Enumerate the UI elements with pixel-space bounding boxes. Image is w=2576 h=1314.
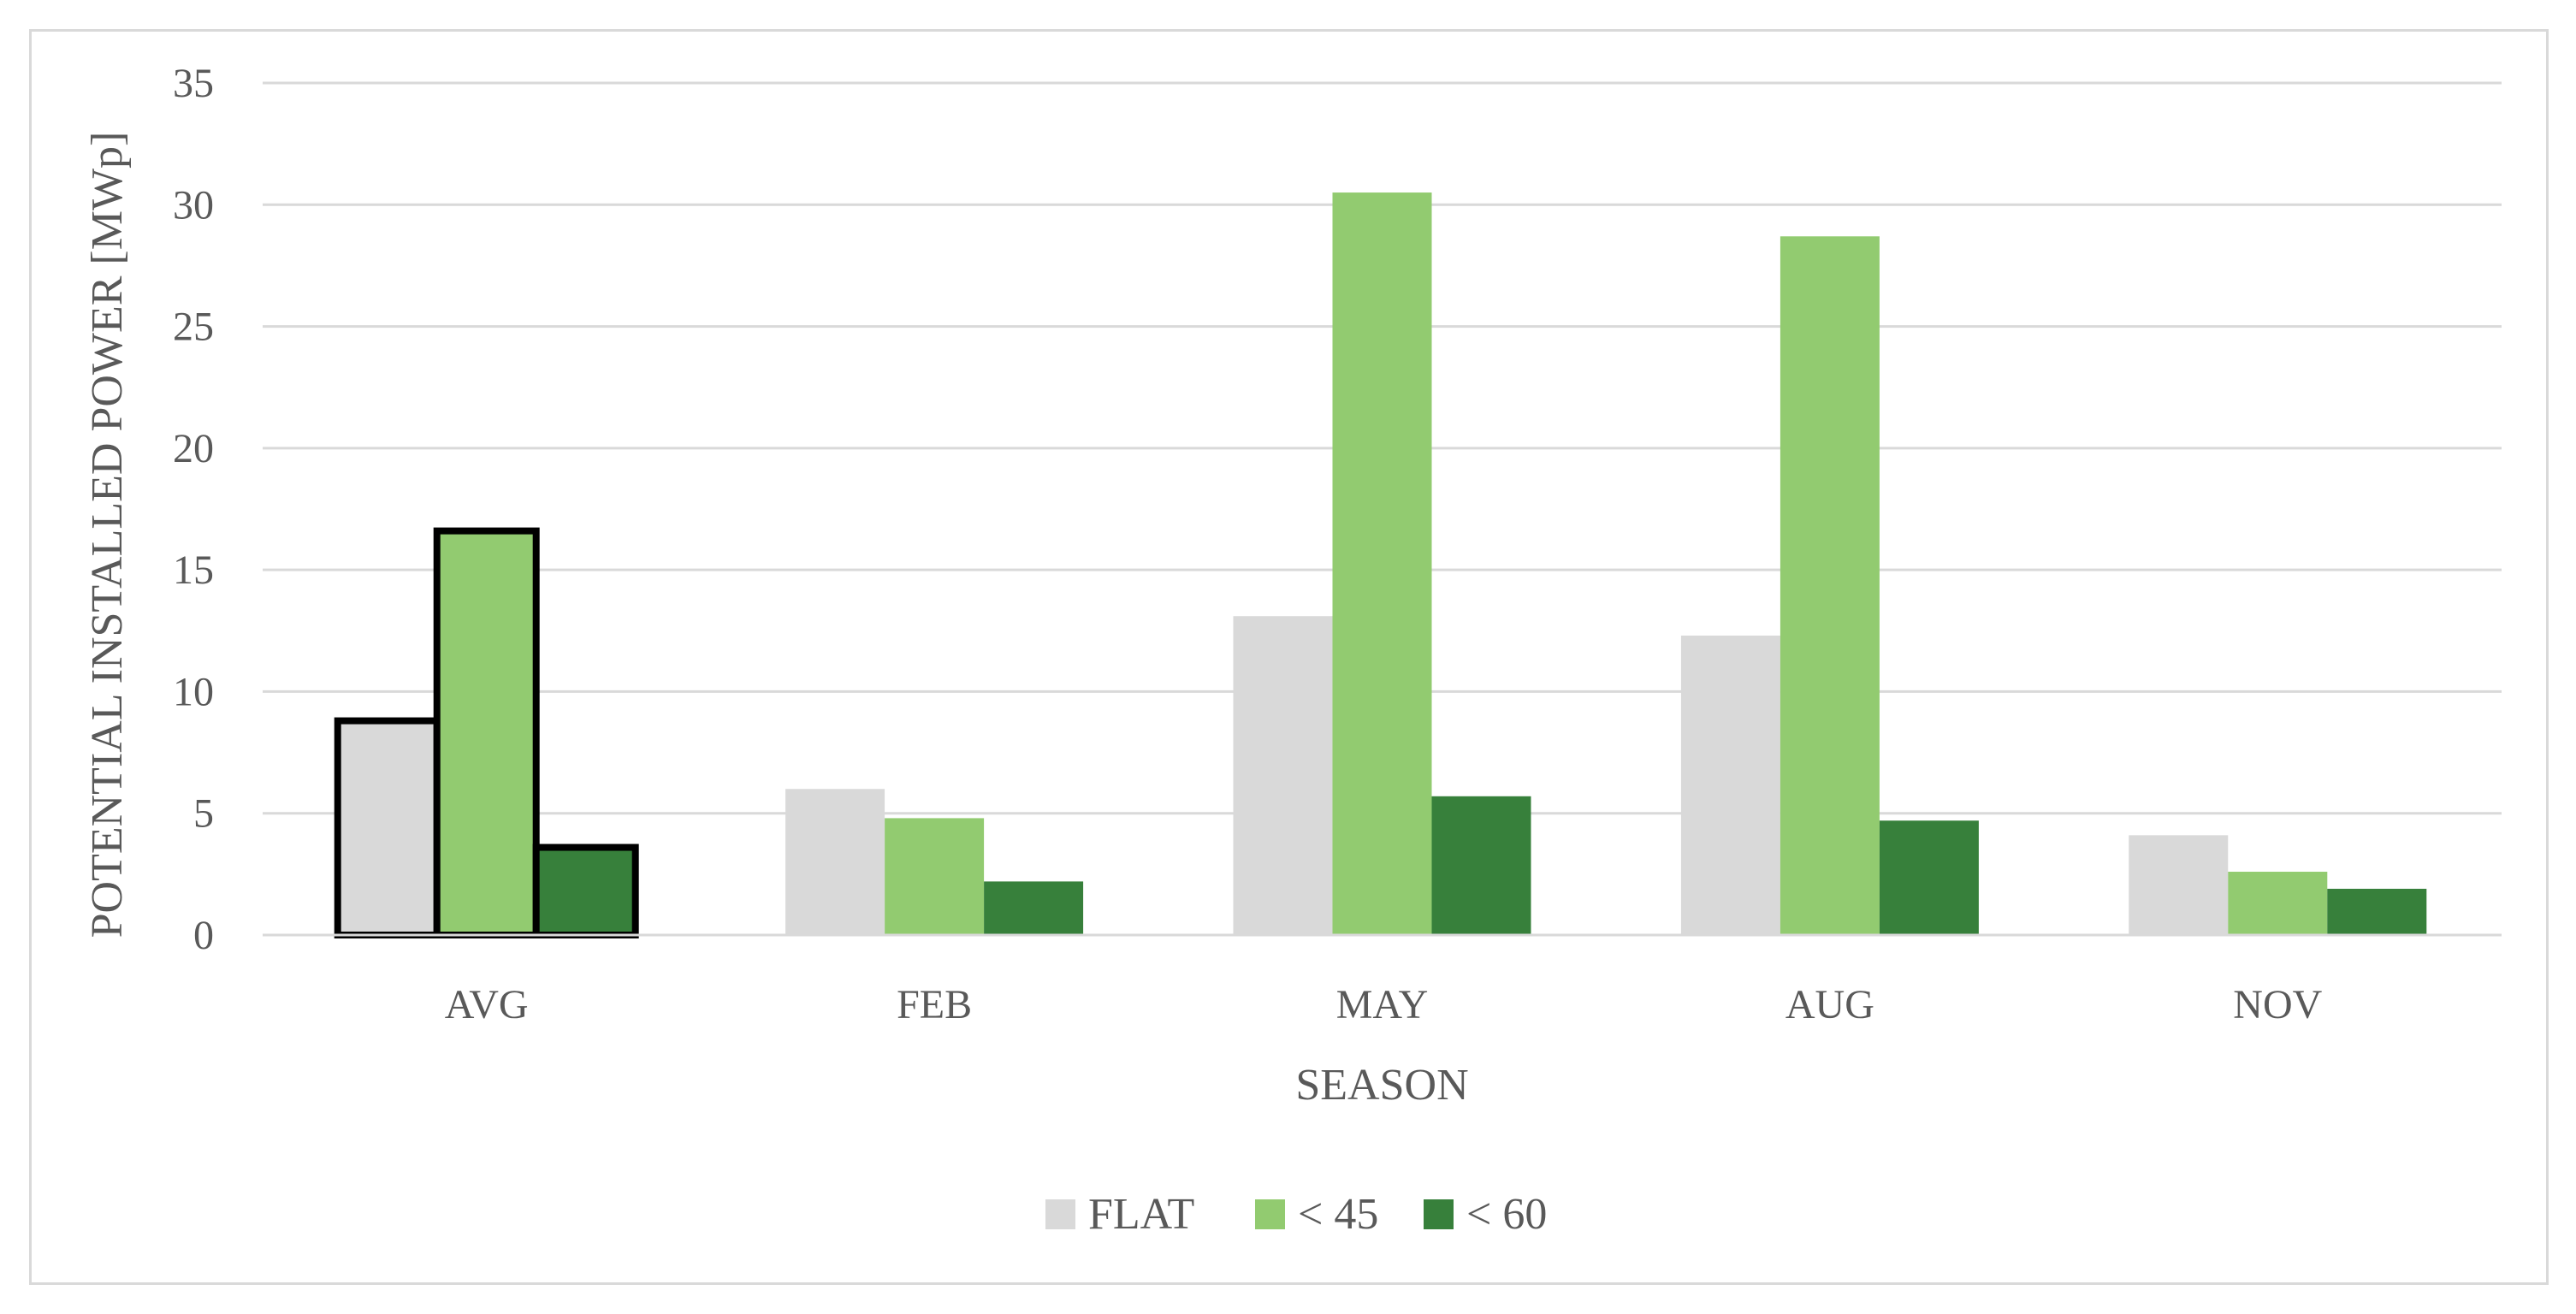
bars — [334, 192, 2427, 939]
bar-nov-60 — [2327, 888, 2427, 935]
legend-swatch — [1045, 1199, 1075, 1229]
bar-may-45 — [1332, 192, 1432, 936]
bar-avg-flat — [334, 717, 441, 938]
x-tick-label: AUG — [1785, 982, 1874, 1027]
legend-label: < 45 — [1298, 1190, 1378, 1239]
y-tick-label: 5 — [193, 791, 214, 837]
legend: FLAT < 45 < 60 — [1045, 1190, 1547, 1239]
y-tick-label: 0 — [193, 913, 214, 958]
bar-feb-60 — [984, 881, 1084, 935]
bar-nov-45 — [2228, 872, 2328, 935]
legend-label: < 60 — [1466, 1190, 1547, 1239]
bar-avg-60 — [532, 843, 639, 938]
x-tick-label: MAY — [1336, 982, 1429, 1027]
bar-may-flat — [1233, 616, 1333, 935]
x-tick-label: AVG — [445, 982, 529, 1027]
y-tick-label: 25 — [173, 305, 214, 350]
y-tick-label: 20 — [173, 426, 214, 471]
y-tick-label: 30 — [173, 182, 214, 228]
y-tick-label: 10 — [173, 669, 214, 714]
x-axis-title: SEASON — [1295, 1061, 1468, 1110]
bar-may-60 — [1431, 796, 1531, 935]
y-tick-label: 15 — [173, 548, 214, 593]
bar-feb-flat — [785, 789, 885, 935]
y-axis-title: POTENTIAL INSTALLED POWER [MWp] — [83, 132, 132, 938]
y-tick-label: 35 — [173, 61, 214, 106]
x-tick-label: FEB — [897, 982, 972, 1027]
legend-swatch — [1255, 1199, 1285, 1229]
bar-avg-45 — [433, 527, 540, 939]
bar-feb-45 — [885, 818, 985, 935]
x-axis-ticks: AVG FEB MAY AUG NOV — [445, 982, 2323, 1027]
bar-aug-60 — [1879, 820, 1979, 935]
y-axis-ticks: 0 5 10 15 20 25 30 35 — [173, 61, 214, 958]
bar-aug-flat — [1680, 635, 1780, 935]
bar-nov-flat — [2129, 835, 2229, 935]
bar-aug-45 — [1780, 236, 1880, 935]
x-tick-label: NOV — [2233, 982, 2322, 1027]
legend-swatch — [1424, 1199, 1454, 1229]
legend-label: FLAT — [1088, 1190, 1194, 1239]
